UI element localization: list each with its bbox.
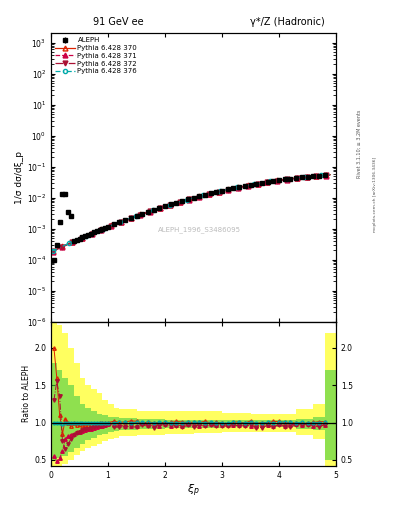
Pythia 6.428 376 [328,172,333,178]
Text: ALEPH_1996_S3486095: ALEPH_1996_S3486095 [158,226,241,233]
Pythia 6.428 372 [50,248,55,254]
Pythia 6.428 376 [50,248,55,254]
Pythia 6.428 376 [102,225,107,231]
Pythia 6.428 376 [67,240,72,246]
Pythia 6.428 370 [67,240,72,246]
Line: Pythia 6.428 370: Pythia 6.428 370 [50,172,333,253]
Y-axis label: Ratio to ALEPH: Ratio to ALEPH [22,365,31,422]
Text: mcplots.cern.ch [arXiv:1306.3436]: mcplots.cern.ch [arXiv:1306.3436] [373,157,377,232]
Pythia 6.428 370 [124,217,129,223]
Pythia 6.428 372 [314,173,319,179]
Pythia 6.428 376 [124,217,129,223]
Pythia 6.428 370 [61,243,66,249]
Pythia 6.428 371 [102,226,107,232]
Pythia 6.428 372 [124,217,129,223]
Pythia 6.428 371 [124,217,129,223]
Legend: ALEPH, Pythia 6.428 370, Pythia 6.428 371, Pythia 6.428 372, Pythia 6.428 376: ALEPH, Pythia 6.428 370, Pythia 6.428 37… [53,35,139,76]
Text: 91 GeV ee: 91 GeV ee [93,17,143,27]
Pythia 6.428 372 [102,225,107,231]
Pythia 6.428 376 [314,173,319,179]
Pythia 6.428 372 [67,241,72,247]
Pythia 6.428 372 [61,243,66,249]
Line: Pythia 6.428 371: Pythia 6.428 371 [50,173,333,254]
Pythia 6.428 376 [61,243,66,249]
Pythia 6.428 372 [304,174,309,180]
Pythia 6.428 370 [50,248,55,254]
Pythia 6.428 371 [67,241,72,247]
Y-axis label: 1/σ dσ/dξ_p: 1/σ dσ/dξ_p [15,151,24,204]
Pythia 6.428 370 [304,174,309,180]
Text: γ*/Z (Hadronic): γ*/Z (Hadronic) [250,17,324,27]
Pythia 6.428 370 [328,172,333,178]
Pythia 6.428 371 [304,174,309,180]
Pythia 6.428 376 [304,174,309,180]
Pythia 6.428 371 [50,248,55,254]
Pythia 6.428 370 [314,173,319,179]
Pythia 6.428 371 [314,173,319,179]
Line: Pythia 6.428 376: Pythia 6.428 376 [50,173,332,253]
Line: Pythia 6.428 372: Pythia 6.428 372 [50,173,333,254]
Text: Rivet 3.1.10; ≥ 3.2M events: Rivet 3.1.10; ≥ 3.2M events [357,109,362,178]
Pythia 6.428 371 [61,243,66,249]
Pythia 6.428 370 [102,225,107,231]
Pythia 6.428 372 [328,172,333,178]
X-axis label: $\xi_p$: $\xi_p$ [187,482,200,499]
Pythia 6.428 371 [328,172,333,178]
